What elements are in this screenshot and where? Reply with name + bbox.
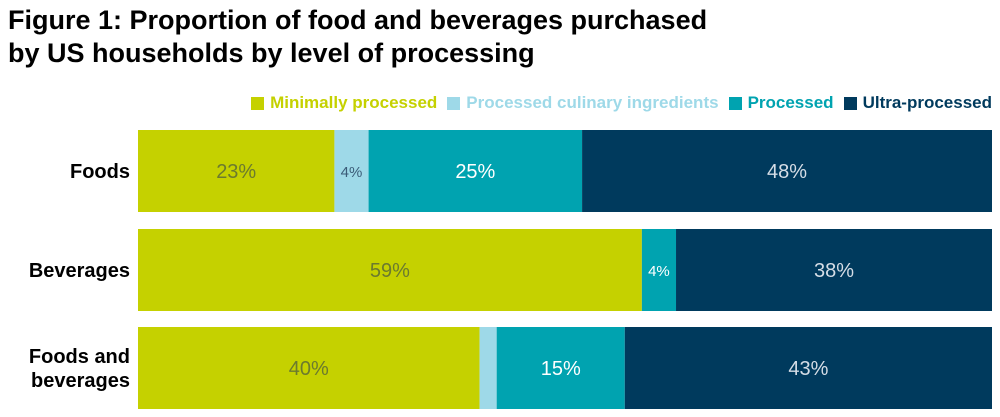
bar-segment-2-1 <box>479 327 497 409</box>
bar-segment-2-3 <box>624 327 992 409</box>
legend-item-3: Ultra-processed <box>843 93 992 113</box>
chart-title: Figure 1: Proportion of food and beverag… <box>8 4 908 70</box>
data-label-2-0: 40% <box>289 358 329 380</box>
chart-title-line-1: Figure 1: Proportion of food and beverag… <box>8 5 708 35</box>
legend-item-2: Processed <box>728 93 834 113</box>
data-label-0-3: 48% <box>767 161 807 183</box>
data-label-0-1: 4% <box>341 164 363 181</box>
legend-swatch-2 <box>728 96 742 110</box>
bar-segment-0-2 <box>368 130 583 212</box>
legend-item-1: Processed culinary ingredients <box>447 93 719 113</box>
legend-label-1: Processed culinary ingredients <box>466 93 719 112</box>
bar-segment-0-3 <box>582 130 992 212</box>
legend-label-0: Minimally processed <box>270 93 438 112</box>
chart-title-line-2: by US households by level of processing <box>8 38 535 68</box>
category-label-2: Foods and beverages <box>29 346 130 392</box>
legend-swatch-0 <box>251 96 265 110</box>
legend-swatch-1 <box>447 96 461 110</box>
legend-label-3: Ultra-processed <box>862 93 992 112</box>
data-label-2-3: 43% <box>788 358 828 380</box>
legend-item-0: Minimally processed <box>251 93 437 113</box>
bar-segment-1-0 <box>138 229 642 311</box>
data-label-1-0: 59% <box>370 260 410 282</box>
data-label-1-3: 38% <box>814 260 854 282</box>
category-label-0: Foods <box>70 161 130 183</box>
category-label-line: Foods and <box>29 346 130 368</box>
category-label-line: Foods <box>70 161 130 183</box>
bar-segment-0-0 <box>138 130 335 212</box>
data-label-0-0: 23% <box>216 161 256 183</box>
data-label-1-2: 4% <box>648 263 670 280</box>
bar-segment-1-2 <box>641 229 677 311</box>
bar-segment-2-2 <box>496 327 625 409</box>
bar-segment-1-3 <box>676 229 992 311</box>
legend-label-2: Processed <box>747 93 834 112</box>
bar-segment-2-0 <box>138 327 480 409</box>
data-label-2-2: 15% <box>541 358 581 380</box>
bar-segment-0-1 <box>334 130 369 212</box>
chart-legend: Minimally processed Processed culinary in… <box>0 92 992 114</box>
category-label-line: beverages <box>31 370 130 392</box>
category-label-1: Beverages <box>29 260 130 282</box>
data-label-0-2: 25% <box>455 161 495 183</box>
legend-swatch-3 <box>843 96 857 110</box>
category-label-line: Beverages <box>29 260 130 282</box>
